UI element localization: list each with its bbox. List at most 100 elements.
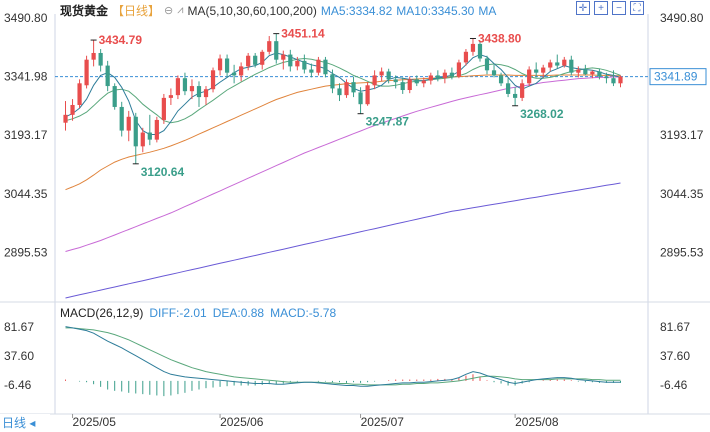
symbol-name: 现货黄金	[60, 4, 109, 18]
macd-diff-line	[65, 326, 621, 387]
candle-body	[421, 80, 426, 84]
candle-body	[203, 89, 209, 98]
x-axis-label: 2025/08	[515, 415, 559, 429]
candle-body	[414, 79, 419, 84]
chart-header: 现货黄金 【日线】 ⊖ ⩘ MA(5,10,30,60,100,200) MA5…	[60, 2, 496, 19]
candle-body	[63, 114, 68, 123]
candle-body	[477, 43, 483, 59]
candle-body	[428, 75, 433, 81]
candle-body	[590, 71, 595, 75]
macd-diff: DIFF:-2.01	[149, 306, 207, 320]
candle-body	[126, 116, 131, 131]
candle-body	[112, 86, 117, 107]
candle-body	[604, 76, 609, 79]
candle-body	[168, 95, 173, 98]
candle-body	[597, 71, 602, 77]
candle-body	[365, 85, 370, 105]
candle-body	[295, 60, 300, 67]
price-axis-tick-right: 3193.17	[660, 128, 704, 142]
candle-body	[351, 82, 356, 93]
high-annotation: 3434.79	[99, 33, 143, 47]
candle-body	[323, 59, 328, 75]
candle-body	[309, 69, 314, 73]
price-axis-tick-left: 3193.17	[4, 128, 48, 142]
candle-body	[562, 59, 567, 66]
candle-body	[182, 78, 188, 92]
candle-body	[491, 70, 497, 76]
candle-body	[274, 41, 279, 60]
x-axis-label: 2025/07	[361, 415, 405, 429]
crosshair-icon[interactable]: ✛	[576, 1, 590, 15]
candle-body	[463, 51, 469, 63]
candle-body	[505, 83, 511, 94]
candle-body	[527, 69, 532, 84]
candle-body	[358, 92, 363, 105]
candle-body	[330, 74, 335, 89]
candle-body	[576, 69, 581, 73]
ma-extra-label: MA	[478, 3, 497, 18]
current-price-box	[649, 68, 707, 86]
candle-body	[379, 71, 384, 76]
candle-body	[281, 54, 286, 60]
candle-body	[224, 58, 230, 73]
low-annotation: 3247.87	[366, 115, 410, 129]
fullscreen-icon[interactable]: ⛶	[630, 1, 644, 15]
price-axis-tick-left: 3044.35	[4, 187, 48, 201]
low-annotation: 3268.02	[520, 107, 564, 121]
candle-body	[189, 86, 195, 92]
ma60-line	[65, 76, 621, 252]
candle-body	[105, 65, 110, 87]
timeframe-label: 日线	[2, 416, 27, 430]
period-selector[interactable]: 【日线】	[112, 4, 161, 18]
candle-body	[316, 59, 321, 73]
candle-body	[175, 78, 181, 96]
ma10-value: MA10:3345.30	[396, 3, 475, 18]
macd-axis-tick-left: 81.67	[4, 320, 34, 334]
candle-body	[98, 52, 103, 66]
candle-body	[534, 69, 539, 73]
candle-body	[407, 79, 412, 91]
chart-type-icon[interactable]: ⩘	[177, 4, 184, 16]
zoom-out-icon[interactable]: −	[612, 1, 626, 15]
candle-body	[119, 106, 124, 131]
price-axis-tick-right: 3044.35	[660, 187, 704, 201]
candle-body	[210, 70, 216, 90]
candle-body	[84, 59, 89, 86]
ma5-line	[65, 52, 621, 135]
macd-dea-line	[65, 327, 621, 386]
candle-body	[555, 62, 560, 66]
zoom-in-icon[interactable]: +	[594, 1, 608, 15]
candle-body	[449, 72, 454, 77]
ma5-value: MA5:3334.82	[320, 3, 393, 18]
macd-title: MACD(26,12,9)	[60, 306, 144, 320]
candle-body	[288, 54, 293, 67]
high-annotation: 3451.14	[281, 27, 325, 41]
settings-icon[interactable]: ⊖	[164, 5, 174, 17]
price-axis-tick-right: 3490.80	[660, 11, 704, 25]
price-axis-tick-left: 3341.98	[4, 70, 48, 84]
candle-body	[77, 83, 82, 105]
macd-value: MACD:-5.78	[270, 306, 337, 320]
low-annotation: 3120.64	[141, 165, 185, 179]
candle-body	[498, 75, 504, 84]
candle-body	[541, 67, 546, 73]
macd-axis-tick-right: 81.67	[660, 320, 690, 334]
ma100-line	[65, 182, 621, 299]
timeframe-tab[interactable]: 日线 ◂	[0, 414, 50, 432]
candle-body	[386, 71, 391, 80]
candle-body	[161, 97, 166, 120]
candle-body	[400, 82, 405, 91]
price-axis-tick-right: 2895.53	[660, 245, 704, 259]
candle-body	[611, 78, 616, 84]
candle-body	[372, 75, 377, 86]
price-axis-tick-left: 2895.53	[4, 245, 48, 259]
candle-body	[513, 93, 518, 98]
candle-body	[583, 69, 588, 75]
candle-body	[154, 119, 159, 140]
macd-header: MACD(26,12,9) DIFF:-2.01 DEA:0.88 MACD:-…	[60, 306, 336, 320]
price-axis-tick-left: 3490.80	[4, 11, 48, 25]
candle-body	[217, 58, 223, 71]
candle-body	[548, 62, 553, 68]
macd-dea: DEA:0.88	[212, 306, 265, 320]
